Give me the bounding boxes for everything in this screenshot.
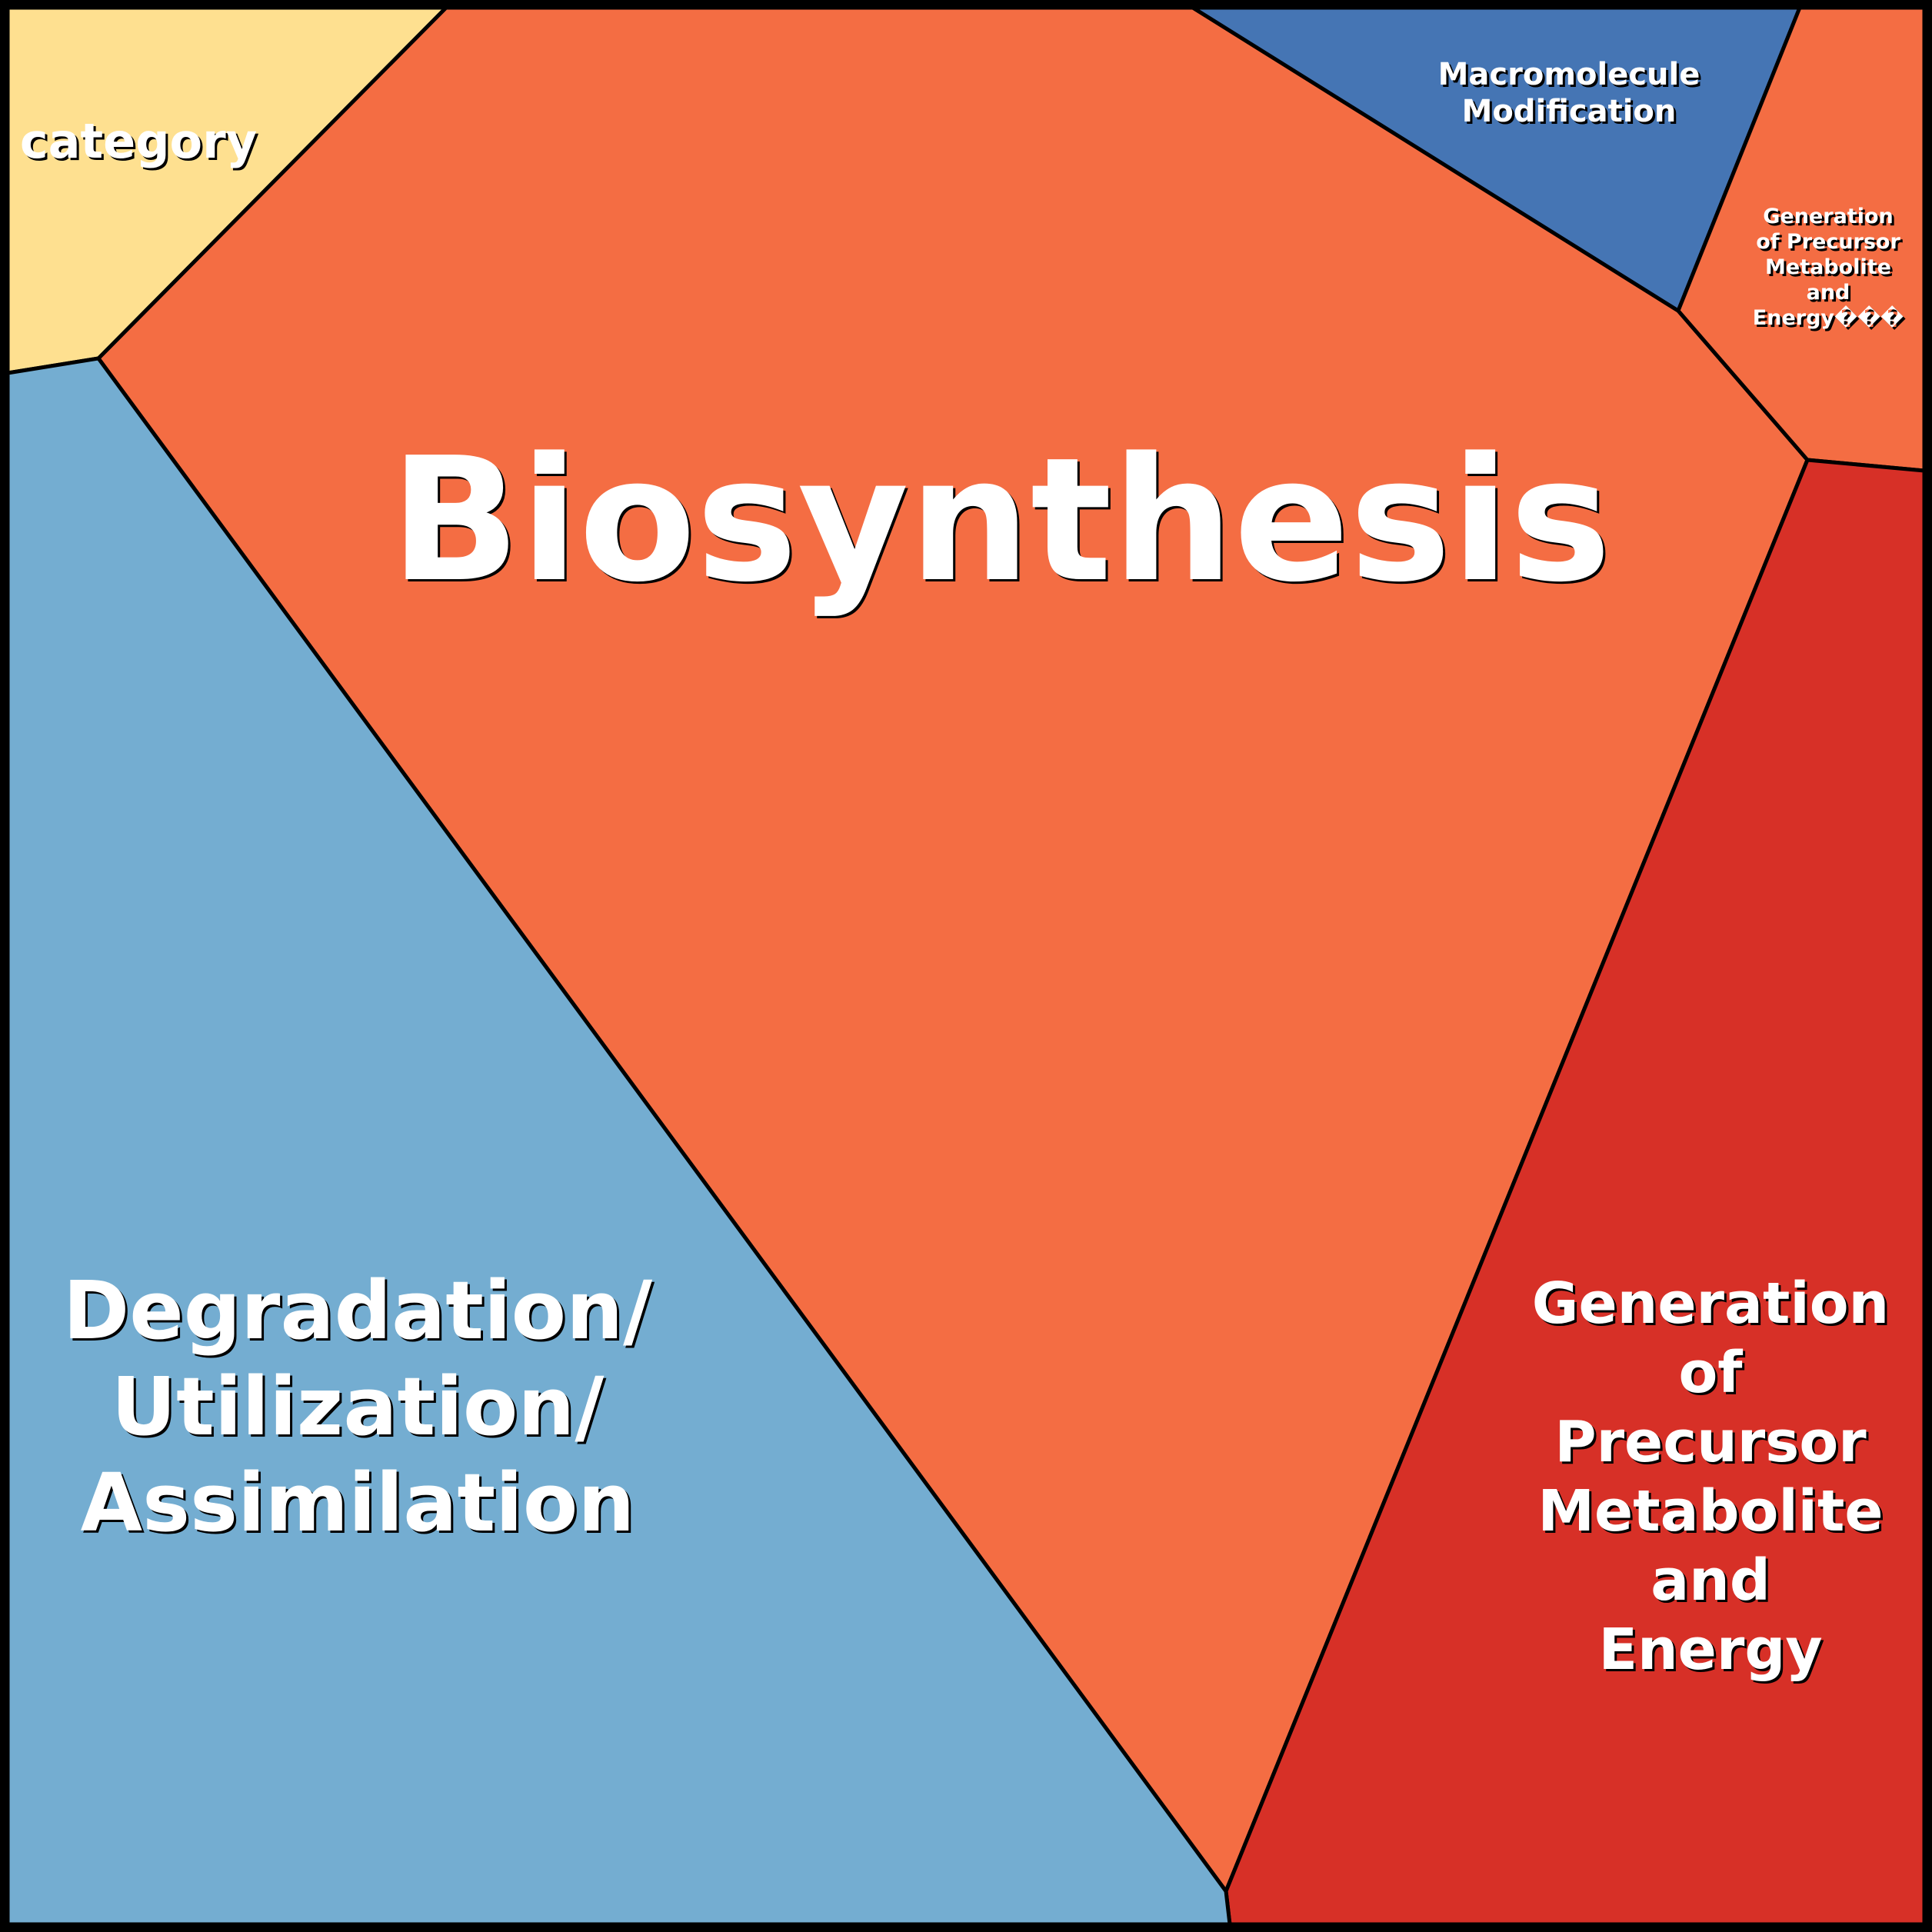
- label-category: category: [20, 113, 257, 169]
- label-degradation: Assimilation: [81, 1456, 635, 1550]
- label-generation: Energy: [1598, 1617, 1822, 1683]
- label-generation: Metabolite: [1537, 1478, 1883, 1544]
- label-biosynthesis: Biosynthesis: [390, 421, 1611, 620]
- label-generation-small: Energy���: [1753, 305, 1904, 330]
- label-generation-small: of Precursor: [1756, 230, 1900, 254]
- cells: [5, 5, 1927, 1927]
- label-generation-small: Generation: [1763, 205, 1893, 228]
- label-generation: Generation: [1532, 1271, 1890, 1337]
- label-generation: and: [1651, 1547, 1770, 1614]
- label-macromolecule: Modification: [1462, 94, 1677, 129]
- label-generation: of: [1678, 1340, 1743, 1406]
- labels: category Biosynthesis MacromoleculeModific…: [20, 57, 1904, 1683]
- label-generation-small: and: [1807, 281, 1850, 305]
- label-degradation: Degradation/: [63, 1264, 652, 1357]
- label-generation: Precursor: [1554, 1409, 1867, 1475]
- label-generation-small: Metabolite: [1765, 255, 1891, 279]
- label-degradation: Utilization/: [112, 1360, 605, 1454]
- label-macromolecule: Macromolecule: [1438, 57, 1700, 92]
